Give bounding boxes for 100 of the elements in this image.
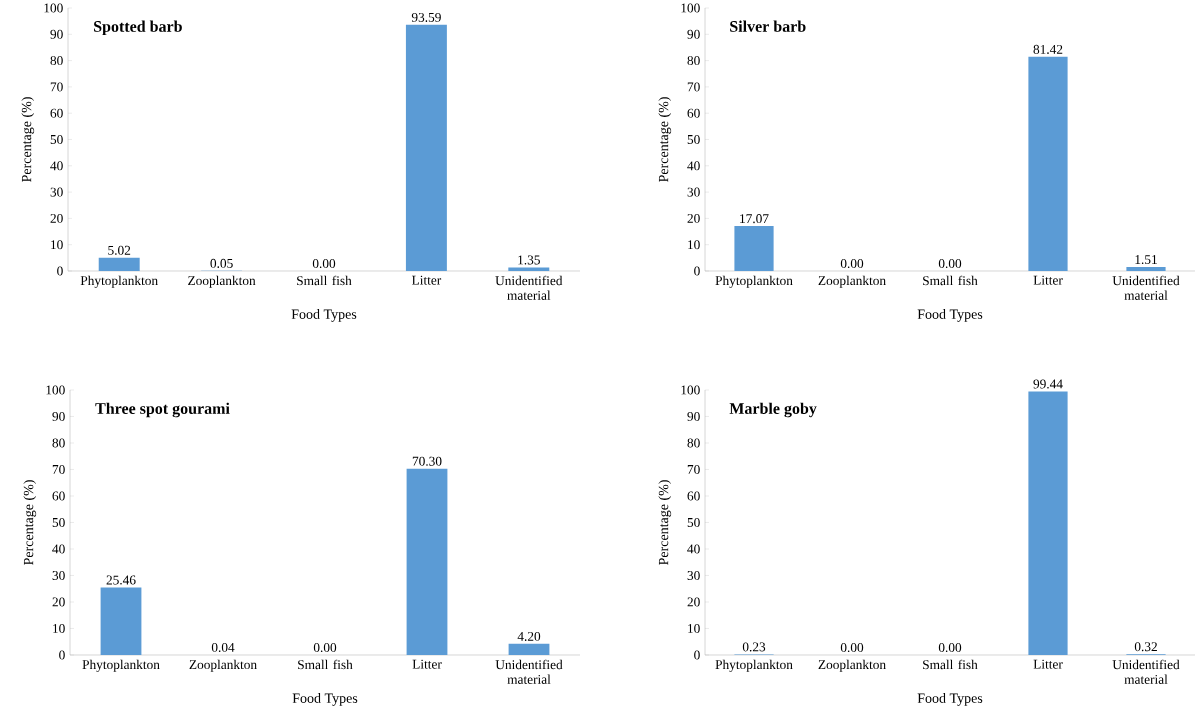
x-tick-label: Unidentified material	[495, 659, 563, 684]
bar	[1028, 56, 1068, 271]
x-tick-label: Unidentified material	[495, 275, 563, 300]
y-tick-label: 0	[59, 650, 65, 660]
x-tick-label: Zooplankton	[818, 659, 886, 672]
y-tick-label: 50	[687, 135, 700, 144]
data-label: 0.00	[938, 643, 962, 653]
x-axis-title: Food Types	[292, 693, 358, 706]
y-axis-title: Percentage (%)	[658, 480, 672, 566]
y-axis-title: Percentage (%)	[21, 97, 35, 183]
y-tick-label: 40	[50, 161, 63, 171]
y-tick-label: 60	[687, 108, 700, 118]
y-tick-label: 50	[52, 518, 65, 527]
y-tick-label: 60	[52, 491, 65, 501]
y-tick-label: 70	[50, 82, 63, 92]
y-tick-label: 90	[50, 29, 63, 39]
data-label: 1.51	[1135, 255, 1157, 265]
x-tick-label: Phytoplankton	[82, 659, 160, 672]
x-tick-label: Small fish	[923, 659, 978, 670]
x-axis-title: Food Types	[917, 693, 983, 706]
bar	[98, 257, 140, 271]
data-label: 70.30	[412, 456, 442, 466]
data-label: 0.00	[313, 643, 337, 653]
y-tick-label: 10	[53, 624, 65, 633]
y-tick-label: 20	[52, 597, 65, 607]
bar	[508, 267, 550, 271]
bar	[734, 226, 774, 271]
x-tick-label: Phytoplankton	[715, 659, 793, 672]
data-label: 99.44	[1033, 379, 1063, 389]
data-label: 0.00	[840, 643, 864, 653]
x-tick-label: Litter	[411, 275, 442, 285]
text: Spotted barb	[94, 20, 182, 36]
bar	[406, 468, 448, 655]
y-tick-label: 10	[688, 624, 700, 633]
x-tick-label: Zooplankton	[818, 275, 886, 288]
y-tick-label: 80	[687, 56, 700, 66]
y-tick-label: 20	[687, 213, 700, 223]
y-tick-label: 40	[52, 544, 65, 554]
bar	[100, 587, 142, 655]
text: Three spot gourami	[95, 402, 230, 418]
x-axis-title: Food Types	[291, 309, 357, 322]
y-tick-label: 20	[687, 597, 700, 607]
text: Silver barb	[730, 20, 806, 32]
y-tick-label: 0	[57, 266, 63, 276]
y-tick-label: 50	[687, 518, 700, 527]
y-tick-label: 90	[687, 412, 700, 421]
data-label: 0.00	[938, 259, 962, 269]
x-tick-label: Zooplankton	[189, 659, 257, 672]
x-axis-title: Food Types	[917, 309, 983, 322]
y-tick-label: 30	[687, 187, 700, 197]
x-tick-label: Unidentified material	[1112, 275, 1180, 300]
y-tick-label: 0	[694, 650, 700, 660]
bar	[1126, 267, 1166, 271]
x-tick-label: Litter	[412, 659, 442, 669]
data-label: 93.59	[411, 12, 441, 22]
y-tick-label: 0	[694, 266, 700, 276]
data-label: 1.35	[518, 255, 540, 265]
x-tick-label: Litter	[1033, 659, 1063, 669]
y-tick-label: 70	[52, 465, 65, 474]
y-tick-label: 70	[687, 465, 700, 474]
y-tick-label: 90	[687, 29, 700, 39]
y-tick-label: 100	[46, 385, 65, 395]
y-axis-title: Percentage (%)	[658, 97, 672, 183]
data-label: 25.46	[106, 575, 136, 585]
y-tick-label: 100	[681, 385, 700, 395]
y-tick-label: 90	[52, 412, 65, 421]
y-axis-title: Percentage (%)	[23, 480, 37, 566]
data-label: 0.23	[742, 642, 766, 652]
data-label: 17.07	[740, 214, 769, 224]
bar	[405, 24, 447, 271]
y-tick-label: 40	[687, 161, 700, 171]
data-label: 0.04	[211, 642, 235, 652]
x-tick-label: Phytoplankton	[80, 275, 158, 288]
y-tick-label: 30	[50, 187, 63, 197]
data-label: 4.20	[517, 631, 541, 641]
y-tick-label: 50	[50, 135, 63, 144]
y-tick-label: 30	[687, 571, 700, 580]
data-label: 0.00	[840, 259, 864, 269]
y-tick-label: 10	[688, 240, 700, 250]
y-tick-label: 10	[51, 240, 63, 250]
data-label: 0.00	[312, 259, 336, 269]
y-tick-label: 100	[44, 3, 63, 13]
data-label: 5.02	[108, 245, 131, 255]
x-tick-label: Phytoplankton	[715, 275, 793, 288]
x-tick-label: Small fish	[298, 659, 353, 670]
y-tick-label: 20	[50, 213, 63, 223]
data-label: 81.42	[1033, 44, 1063, 54]
x-tick-label: Small fish	[297, 275, 352, 286]
data-label: 0.32	[1134, 642, 1157, 652]
bar	[508, 643, 550, 655]
bar	[1028, 391, 1068, 655]
y-tick-label: 30	[52, 571, 65, 580]
y-tick-label: 70	[687, 82, 700, 92]
y-tick-label: 60	[687, 491, 700, 501]
x-tick-label: Litter	[1033, 275, 1063, 285]
x-tick-label: Zooplankton	[188, 275, 256, 288]
text: Marble goby	[729, 402, 817, 418]
data-label: 0.05	[210, 258, 233, 268]
y-tick-label: 80	[50, 56, 63, 66]
y-tick-label: 80	[687, 438, 700, 448]
